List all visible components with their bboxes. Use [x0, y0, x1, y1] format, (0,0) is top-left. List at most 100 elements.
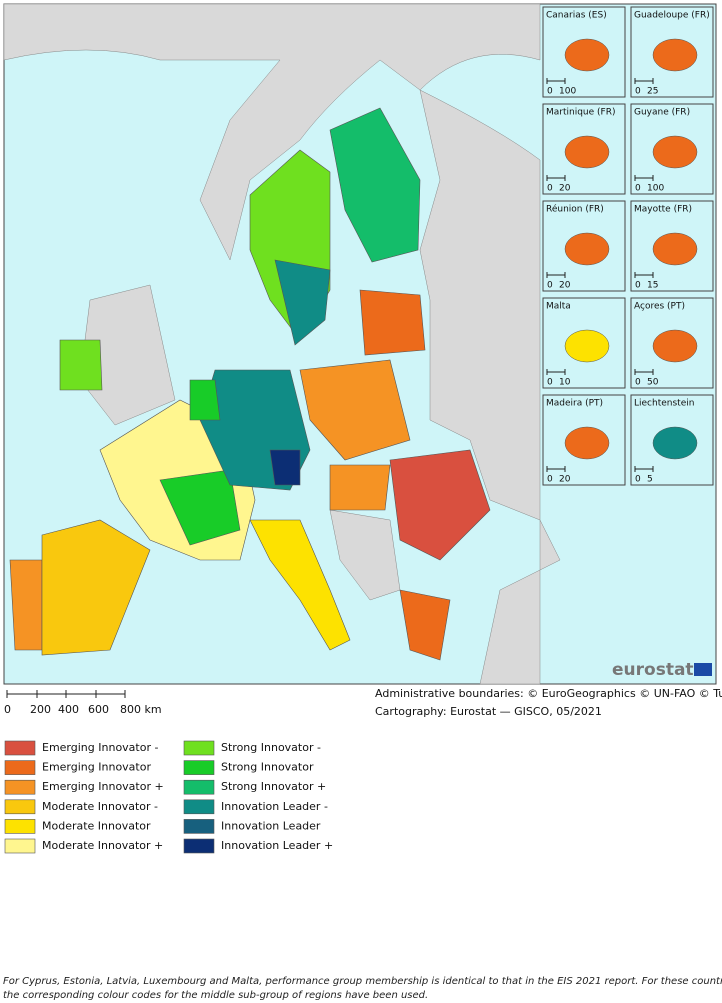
- inset-scale-label: 25: [647, 87, 658, 97]
- legend-label: Moderate Innovator -: [42, 800, 158, 813]
- legend-swatch: [183, 779, 215, 795]
- inset-scale-label: 100: [647, 184, 664, 194]
- legend: Emerging Innovator - Emerging Innovator Em…: [4, 740, 333, 854]
- inset-label: Guyane (FR): [634, 108, 690, 118]
- region: [389, 449, 491, 561]
- legend-swatch: [4, 740, 36, 756]
- legend-swatch: [4, 799, 36, 815]
- inset-land: [652, 135, 698, 169]
- scale-label: 400: [58, 703, 79, 716]
- inset-scale-label: 0: [635, 281, 641, 291]
- inset-scale-line: [634, 466, 654, 472]
- inset-land: [564, 426, 610, 460]
- main-map: [3, 3, 561, 685]
- region: [359, 289, 426, 356]
- legend-swatch: [183, 760, 215, 775]
- inset-land: [564, 232, 610, 266]
- inset-label: Malta: [546, 302, 571, 312]
- inset-scale-label: 0: [635, 184, 641, 194]
- inset-land: [564, 135, 610, 169]
- inset-land: [652, 232, 698, 266]
- legend-swatch: [183, 799, 215, 815]
- inset-scale-label: 0: [547, 281, 553, 291]
- legend-label: Strong Innovator +: [221, 780, 326, 793]
- region: [299, 359, 411, 461]
- inset-scale-line: [546, 466, 566, 472]
- legend-swatch: [4, 779, 36, 795]
- inset-scale-label: 10: [559, 378, 571, 388]
- inset-scale-label: 100: [559, 87, 576, 97]
- scale-bar: 0 200 400 600 800 km: [4, 690, 162, 716]
- legend-label: Innovation Leader +: [221, 839, 333, 852]
- legend-label: Emerging Innovator -: [42, 741, 158, 754]
- land-non-eu: [3, 3, 541, 261]
- inset-scale-label: 0: [547, 475, 553, 485]
- footnote: For Cyprus, Estonia, Latvia, Luxembourg …: [3, 976, 722, 987]
- scale-line: [6, 690, 126, 698]
- region: [59, 339, 103, 391]
- inset-scale-line: [634, 78, 654, 84]
- inset-scale-line: [634, 175, 654, 181]
- inset-scale-label: 5: [647, 475, 653, 485]
- legend-label: Moderate Innovator: [42, 819, 151, 832]
- inset-label: Liechtenstein: [634, 399, 694, 409]
- inset-label: Martinique (FR): [546, 108, 615, 118]
- region: [329, 107, 421, 263]
- region: [9, 559, 43, 651]
- legend-label: Strong Innovator -: [221, 741, 321, 754]
- credit: Cartography: Eurostat — GISCO, 05/2021: [375, 705, 602, 718]
- inset-label: Guadeloupe (FR): [634, 11, 710, 21]
- inset-label: Réunion (FR): [546, 204, 604, 215]
- legend-label: Emerging Innovator +: [42, 780, 164, 793]
- region: [189, 379, 221, 421]
- inset-scale-label: 20: [559, 475, 571, 485]
- legend-label: Strong Innovator: [221, 761, 314, 774]
- region: [41, 519, 151, 656]
- legend-swatch: [183, 740, 215, 756]
- legend-swatch: [183, 819, 215, 834]
- inset-scale-label: 0: [547, 378, 553, 388]
- legend-swatch: [4, 760, 36, 775]
- inset-label: Madeira (PT): [546, 399, 603, 409]
- inset-scale-label: 0: [635, 87, 641, 97]
- scale-label: 800 km: [120, 703, 162, 716]
- inset-scale-label: 0: [635, 475, 641, 485]
- land-balkans: [329, 509, 401, 601]
- inset-land: [564, 38, 610, 72]
- footnote: the corresponding colour codes for the m…: [3, 990, 428, 1001]
- inset-scale-line: [634, 369, 654, 375]
- inset-scale-label: 15: [647, 281, 658, 291]
- region: [269, 449, 301, 486]
- legend-swatch: [183, 838, 215, 854]
- scale-label: 0: [4, 703, 11, 716]
- legend-label: Emerging Innovator: [42, 761, 151, 774]
- inset-scale-label: 20: [559, 281, 571, 291]
- inset-scale-line: [546, 175, 566, 181]
- legend-swatch: [4, 819, 36, 834]
- legend-label: Innovation Leader -: [221, 800, 328, 813]
- credit: Administrative boundaries: © EuroGeograp…: [375, 687, 722, 700]
- inset-scale-line: [546, 78, 566, 84]
- inset-scale-label: 0: [547, 87, 553, 97]
- inset-land: [564, 329, 610, 363]
- inset-scale-label: 0: [547, 184, 553, 194]
- land-non-eu: [419, 89, 561, 685]
- inset-label: Mayotte (FR): [634, 205, 692, 215]
- logo: eurostat: [612, 660, 694, 680]
- inset-land: [652, 38, 698, 72]
- inset-scale-label: 50: [647, 378, 659, 388]
- inset-scale-line: [546, 272, 566, 278]
- inset-scale-label: 0: [635, 378, 641, 388]
- region: [399, 589, 451, 661]
- scale-label: 200: [30, 703, 51, 716]
- inset-land: [652, 329, 698, 363]
- inset-label: Açores (PT): [634, 302, 685, 312]
- region: [329, 464, 391, 511]
- legend-label: Moderate Innovator +: [42, 839, 163, 852]
- region: [249, 519, 351, 651]
- eu-flag: [694, 663, 712, 676]
- inset-label: Canarias (ES): [546, 11, 607, 21]
- inset-scale-line: [546, 369, 566, 375]
